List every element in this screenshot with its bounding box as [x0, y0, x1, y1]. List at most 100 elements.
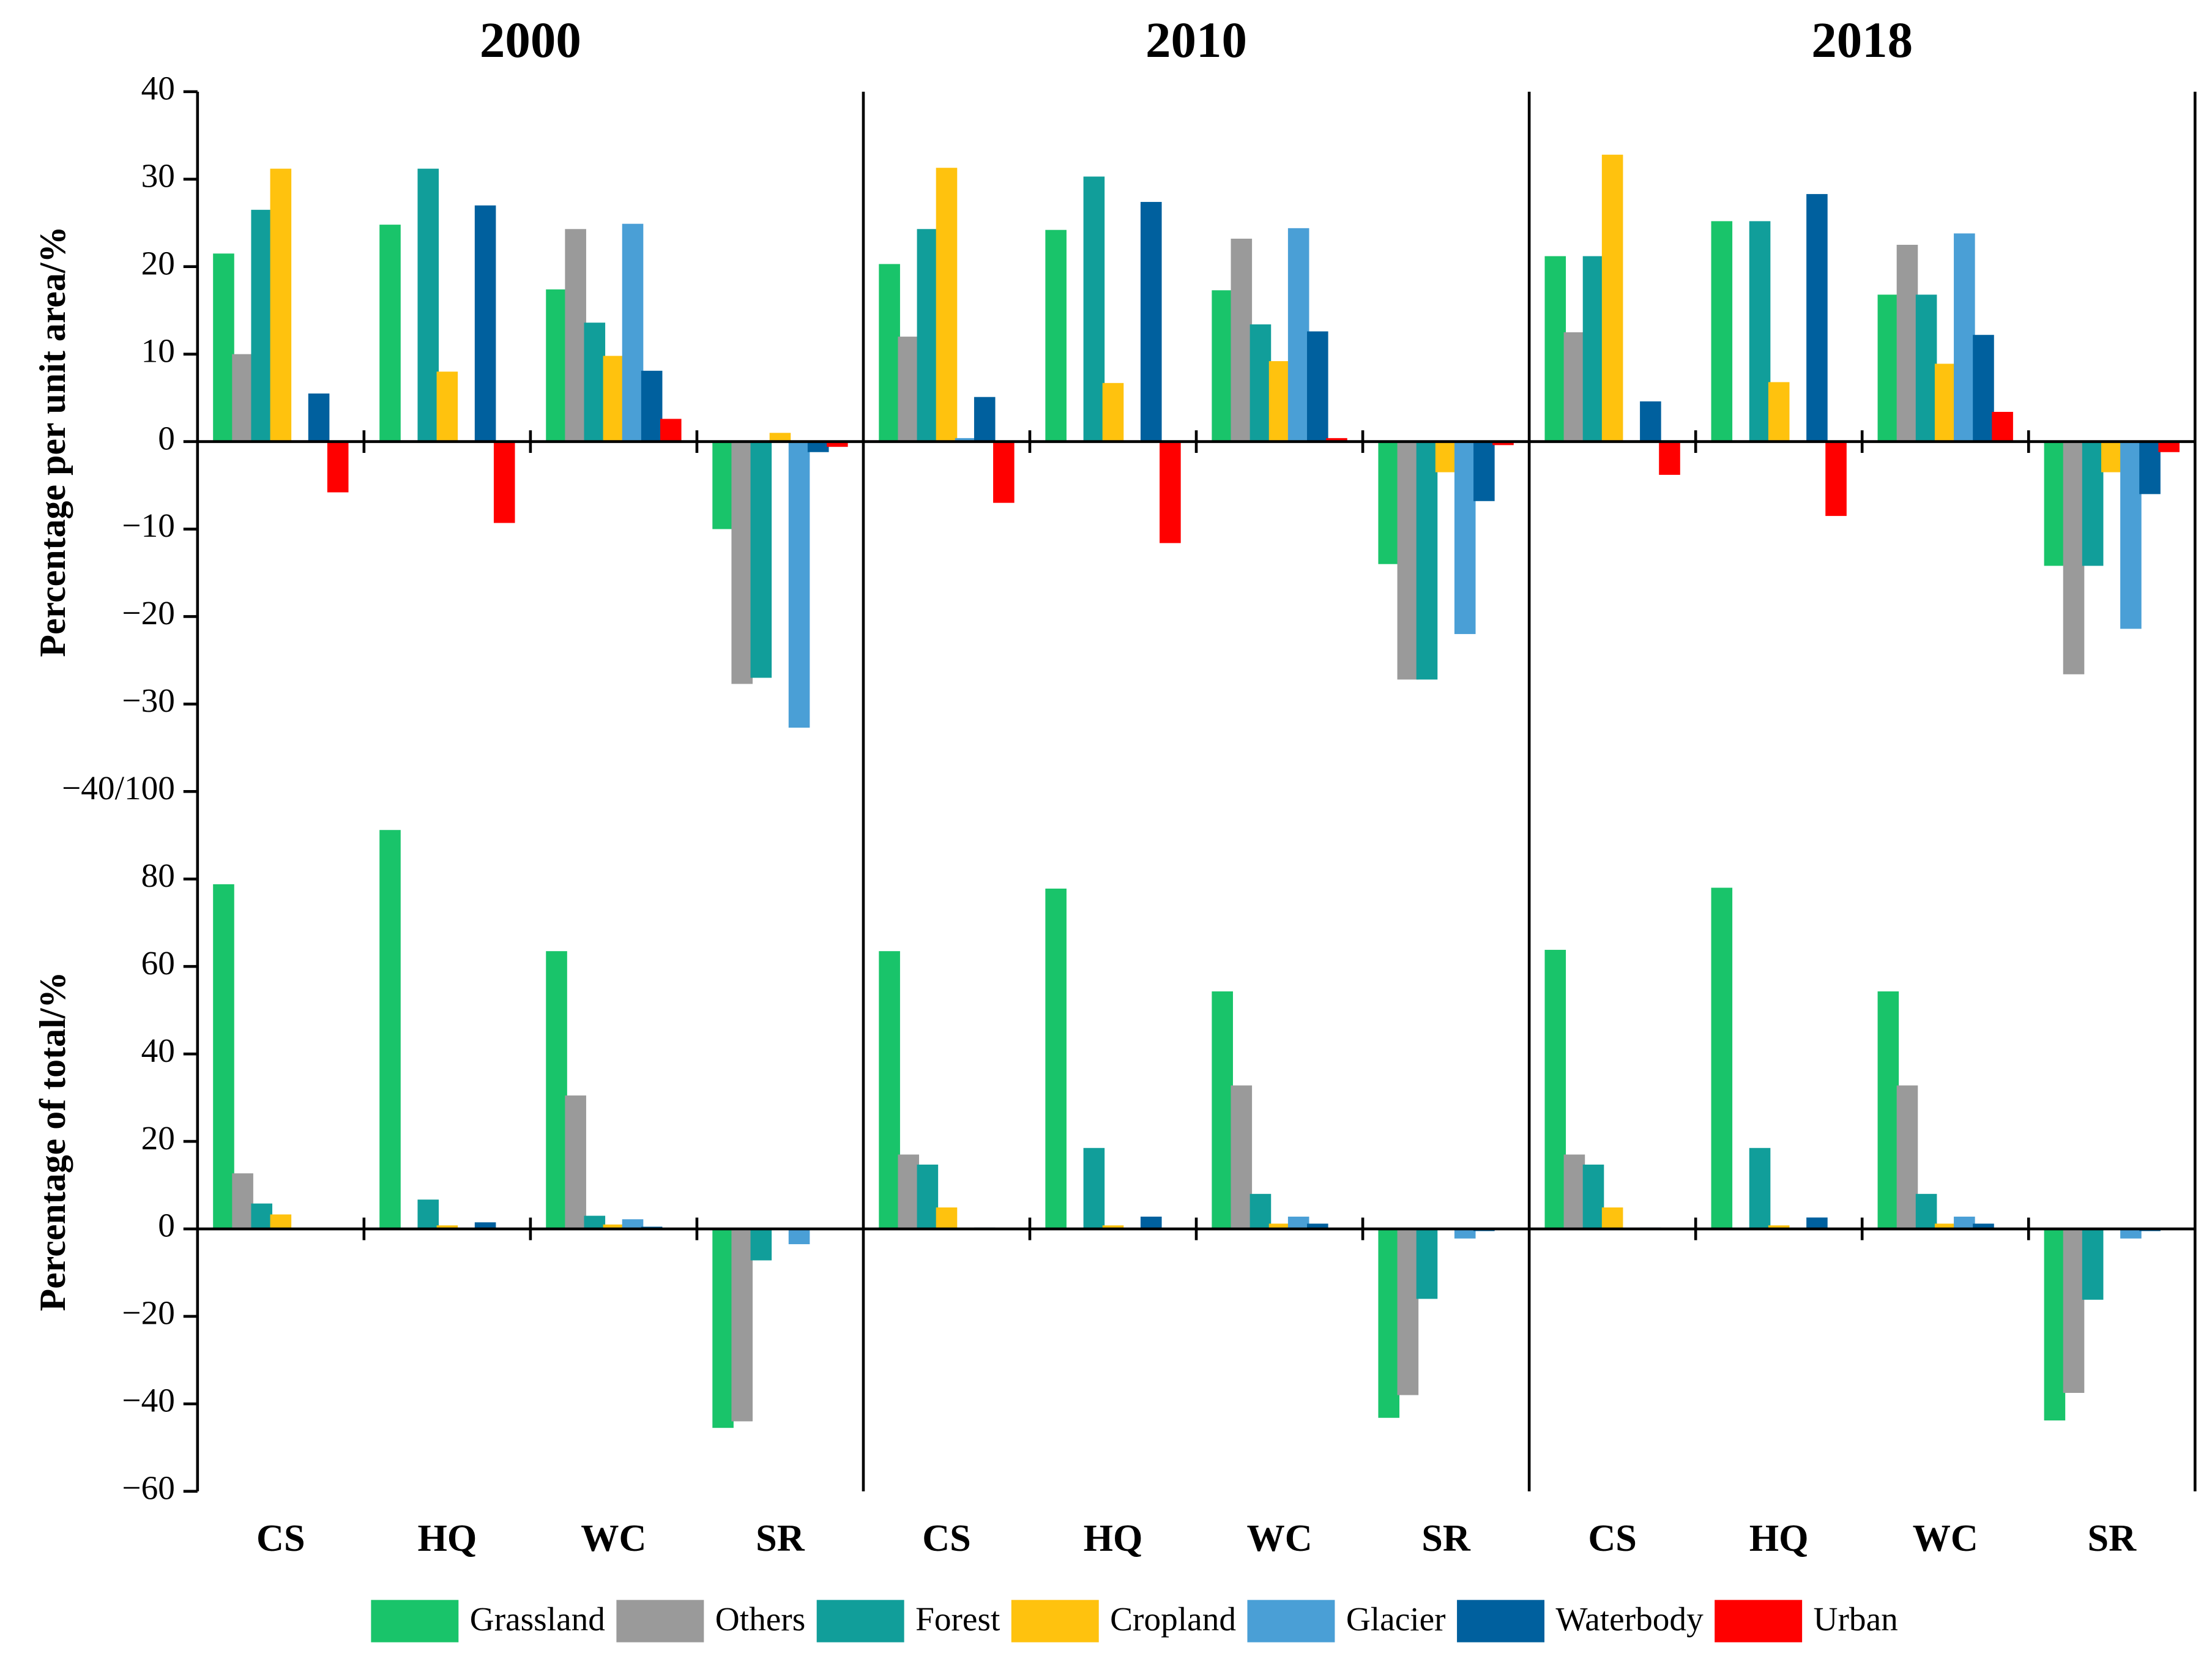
- bar: [2044, 1229, 2066, 1421]
- bar: [1806, 1217, 1828, 1229]
- bar: [1397, 1229, 1419, 1395]
- bar: [1934, 1223, 1956, 1229]
- bar: [2158, 441, 2180, 452]
- y-tick-label: 30: [141, 157, 175, 194]
- bar: [327, 441, 349, 493]
- bar: [879, 264, 900, 442]
- bar: [1954, 233, 1975, 442]
- y-axis-label: Percentage of total/%: [32, 972, 73, 1311]
- bar: [1212, 290, 1233, 442]
- bar: [2139, 441, 2161, 494]
- bar: [1582, 256, 1604, 442]
- y-tick-label: 60: [141, 944, 175, 982]
- bar: [1492, 441, 1514, 446]
- x-tick-label: SR: [756, 1518, 805, 1559]
- bar: [1045, 229, 1067, 442]
- y-tick-label: 40: [141, 1032, 175, 1069]
- legend-label: Waterbody: [1555, 1600, 1704, 1638]
- bar: [1378, 441, 1400, 564]
- legend-label: Urban: [1814, 1600, 1898, 1638]
- bar: [1102, 382, 1124, 442]
- legend-label: Grassland: [470, 1600, 605, 1638]
- bar: [417, 168, 439, 442]
- y-tick-label: 10: [141, 332, 175, 369]
- bar: [750, 1229, 772, 1261]
- x-tick-label: WC: [1246, 1518, 1312, 1559]
- x-tick-label: CS: [256, 1518, 305, 1559]
- bar: [232, 1173, 253, 1229]
- y-tick-label: −10: [122, 507, 175, 544]
- bar: [546, 289, 567, 442]
- bar: [1915, 294, 1937, 442]
- bar: [1806, 194, 1828, 442]
- bar: [1934, 364, 1956, 442]
- bar: [2082, 1229, 2104, 1300]
- x-tick-label: CS: [922, 1518, 971, 1559]
- y-tick-label: 40: [141, 70, 175, 107]
- legend-swatch: [1247, 1600, 1335, 1643]
- bar: [1954, 1217, 1975, 1229]
- bar: [474, 205, 496, 442]
- bar: [1378, 1229, 1400, 1418]
- legend-label: Cropland: [1110, 1600, 1236, 1638]
- panel-title: 2010: [1145, 12, 1247, 68]
- bar: [1140, 1217, 1162, 1229]
- bar: [1249, 324, 1272, 442]
- y-tick-label: −30: [122, 682, 175, 719]
- bar: [546, 951, 567, 1229]
- bar: [1711, 887, 1733, 1229]
- bar: [493, 441, 515, 523]
- bar: [1973, 1223, 1994, 1229]
- bar: [712, 441, 734, 529]
- bar: [1212, 991, 1233, 1229]
- legend-swatch: [616, 1600, 704, 1643]
- y-tick-label: 0: [158, 419, 175, 457]
- x-tick-label: SR: [2087, 1518, 2137, 1559]
- bar: [1601, 154, 1623, 442]
- bar: [641, 370, 663, 442]
- bar: [788, 441, 810, 728]
- bar: [622, 1219, 644, 1229]
- y-axis-label: Percentage per unit area/%: [32, 226, 73, 657]
- bar: [379, 225, 401, 442]
- bar: [270, 168, 292, 442]
- bar: [788, 1229, 810, 1245]
- bar: [807, 441, 829, 452]
- bar: [1825, 441, 1847, 517]
- bar: [308, 393, 330, 442]
- bar: [417, 1199, 439, 1229]
- y-tick-label: −40: [122, 1382, 175, 1419]
- bar: [2044, 441, 2066, 566]
- bar: [1268, 361, 1290, 442]
- bar: [251, 209, 273, 442]
- y-tick-label: −20: [122, 594, 175, 632]
- bar: [1992, 411, 2013, 442]
- bar: [1582, 1164, 1604, 1229]
- bar: [2082, 441, 2104, 566]
- bar: [2063, 441, 2085, 674]
- legend-label: Others: [715, 1600, 805, 1638]
- bar: [1896, 1085, 1918, 1229]
- bar: [1768, 382, 1790, 442]
- bar: [232, 354, 253, 442]
- bar: [1416, 1229, 1438, 1299]
- bar: [1896, 244, 1918, 442]
- panel-title: 2000: [480, 12, 581, 68]
- bar: [1454, 441, 1476, 635]
- bar: [1160, 441, 1181, 543]
- bar: [1915, 1193, 1937, 1229]
- bar: [270, 1214, 292, 1229]
- bar: [603, 1224, 625, 1229]
- bar: [1083, 1147, 1105, 1229]
- bar: [1473, 441, 1495, 501]
- bar: [213, 253, 234, 442]
- bar: [1416, 441, 1438, 680]
- bar: [1397, 441, 1419, 680]
- bar: [731, 1229, 753, 1422]
- bar: [1601, 1207, 1623, 1229]
- bar: [584, 323, 606, 442]
- bar: [213, 884, 234, 1229]
- bar: [1768, 1225, 1790, 1229]
- bar: [379, 830, 401, 1229]
